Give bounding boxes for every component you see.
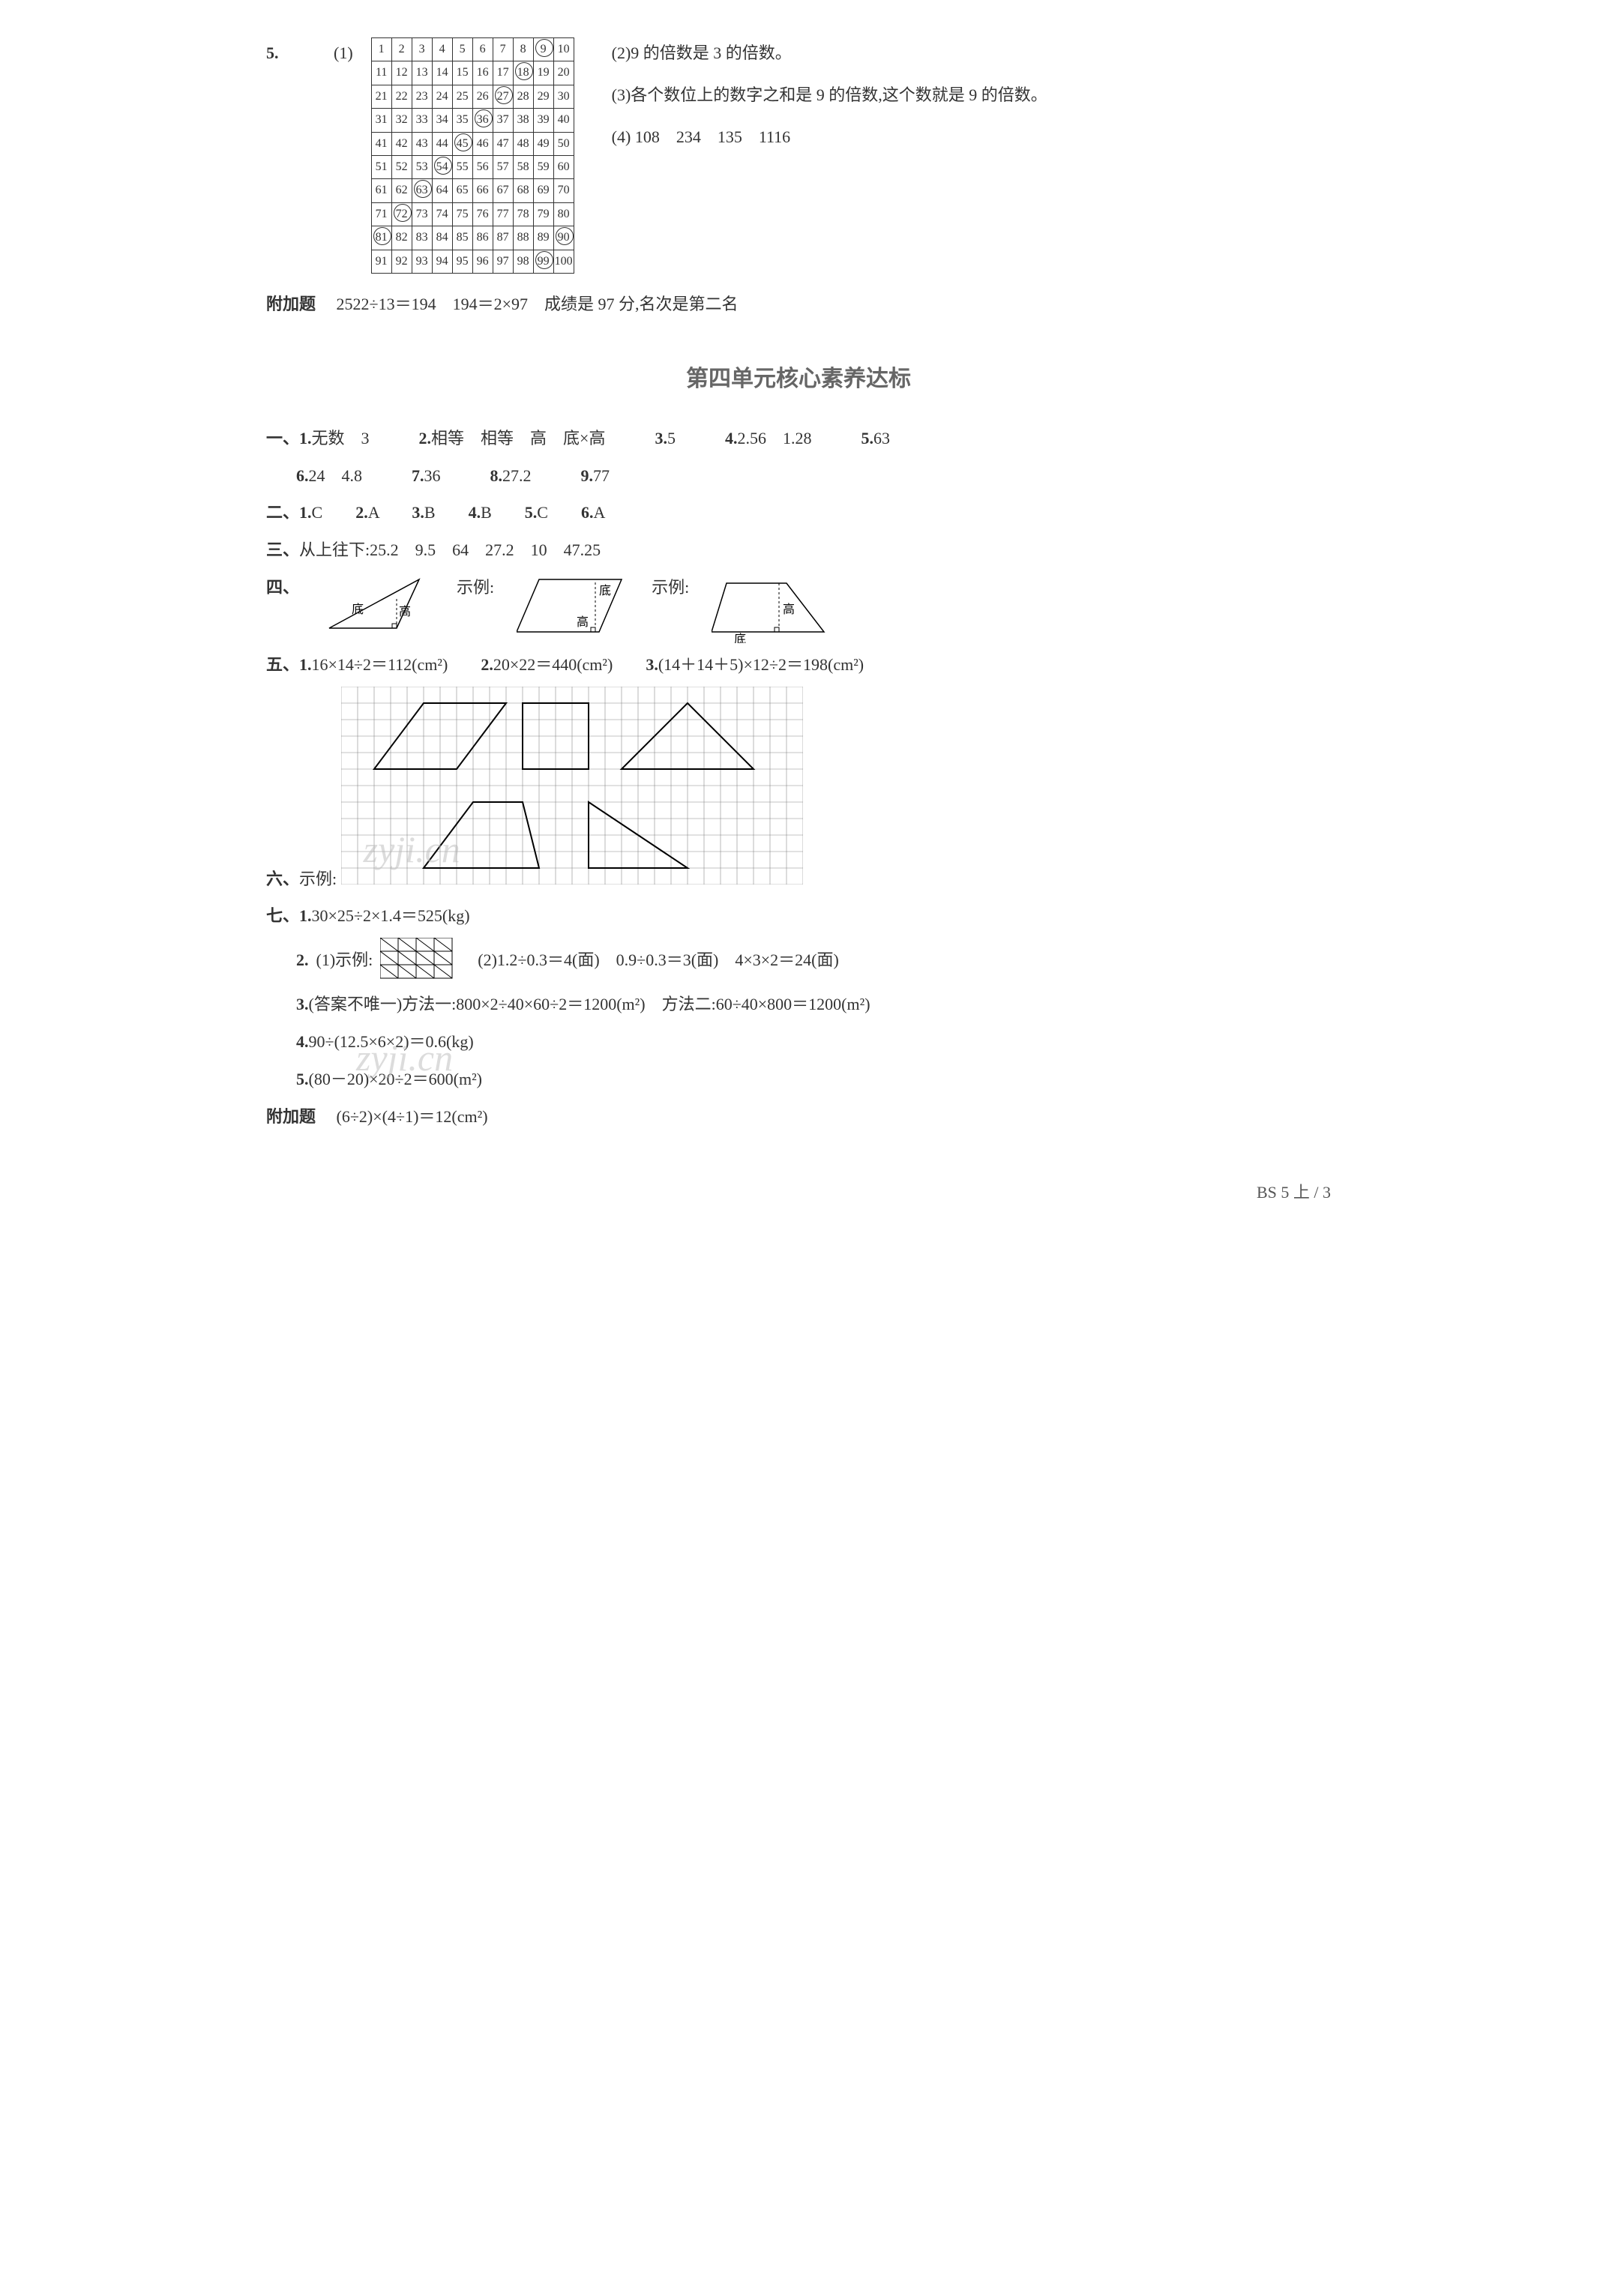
extra-2: 附加题 (6÷2)×(4÷1)＝12(cm²) bbox=[266, 1101, 1331, 1133]
section-6: 六、示例: zyji.cn bbox=[266, 687, 1331, 895]
q5-label: 5. bbox=[266, 37, 319, 69]
sec6-label: 六、 bbox=[266, 870, 299, 888]
svg-text:底: 底 bbox=[352, 603, 364, 616]
section-7-3: 3.(答案不唯一)方法一:800×2÷40×60÷2＝1200(m²) 方法二:… bbox=[296, 989, 1331, 1020]
parallelogram-diagram: 底 高 bbox=[517, 572, 629, 643]
grid-shapes bbox=[341, 687, 803, 885]
section-1b: 6.24 4.8 7.36 8.27.2 9.77 bbox=[296, 460, 1331, 492]
triangle-diagram-1: 底 高 bbox=[322, 572, 434, 639]
section-7-5: 5.(80－20)×20÷2＝600(m²) bbox=[296, 1064, 1331, 1095]
sec5-label: 五、 bbox=[266, 655, 299, 674]
sec3-label: 三、 bbox=[266, 540, 299, 559]
q5-p2: (2)9 的倍数是 3 的倍数。 bbox=[612, 37, 1331, 69]
small-grid-triangles bbox=[380, 938, 455, 983]
section-5: 五、1.16×14÷2＝112(cm²) 2.20×22＝440(cm²) 3.… bbox=[266, 649, 1331, 681]
extra1-text: 2522÷13＝194 194＝2×97 成绩是 97 分,名次是第二名 bbox=[337, 295, 739, 313]
q5-sub1: (1) bbox=[334, 37, 353, 69]
svg-text:底: 底 bbox=[734, 633, 746, 643]
sec2-label: 二、 bbox=[266, 503, 299, 522]
section-7-4: 4.90÷(12.5×6×2)＝0.6(kg) zyji.cn bbox=[296, 1026, 1331, 1058]
svg-text:高: 高 bbox=[399, 605, 411, 618]
unit-title: 第四单元核心素养达标 bbox=[266, 358, 1331, 400]
extra1-label: 附加题 bbox=[266, 295, 316, 313]
section-3: 三、从上往下:25.2 9.5 64 27.2 10 47.25 bbox=[266, 534, 1331, 566]
page-footer: BS 5 上 / 3 bbox=[266, 1177, 1331, 1208]
sec7-label: 七、 bbox=[266, 906, 299, 925]
question-5: 5. (1) 123456789101112131415161718192021… bbox=[266, 37, 1331, 274]
q5-p4: (4) 108 234 135 1116 bbox=[612, 121, 1331, 153]
q5-p3: (3)各个数位上的数字之和是 9 的倍数,这个数就是 9 的倍数。 bbox=[612, 79, 1331, 111]
hundred-grid: 1234567891011121314151617181920212223242… bbox=[371, 37, 574, 274]
trapezoid-diagram: 高 底 bbox=[712, 572, 831, 643]
section-4: 四、 底 高 示例: 底 高 示例: 高 底 bbox=[266, 572, 1331, 643]
sec4-ex1: 示例: bbox=[457, 572, 494, 603]
sec4-ex2: 示例: bbox=[652, 572, 689, 603]
section-1: 一、1.无数 3 2.相等 相等 高 底×高 3.5 4.2.56 1.28 5… bbox=[266, 423, 1331, 454]
extra-1: 附加题 2522÷13＝194 194＝2×97 成绩是 97 分,名次是第二名 bbox=[266, 289, 1331, 320]
svg-text:底: 底 bbox=[599, 584, 611, 597]
svg-text:高: 高 bbox=[783, 603, 795, 616]
section-7-1: 七、1.30×25÷2×1.4＝525(kg) bbox=[266, 900, 1331, 932]
extra2-label: 附加题 bbox=[266, 1107, 316, 1126]
sec1-label: 一、 bbox=[266, 429, 299, 448]
sec4-label: 四、 bbox=[266, 572, 299, 603]
section-7-2: 2. (1)示例: (2)1.2÷0.3＝4(面) 0.9÷0.3＝3(面) 4… bbox=[296, 938, 1331, 983]
section-2: 二、1.C 2.A 3.B 4.B 5.C 6.A bbox=[266, 497, 1331, 528]
extra2-text: (6÷2)×(4÷1)＝12(cm²) bbox=[337, 1107, 488, 1126]
q5-side: (2)9 的倍数是 3 的倍数。 (3)各个数位上的数字之和是 9 的倍数,这个… bbox=[612, 37, 1331, 163]
svg-text:高: 高 bbox=[577, 615, 589, 629]
